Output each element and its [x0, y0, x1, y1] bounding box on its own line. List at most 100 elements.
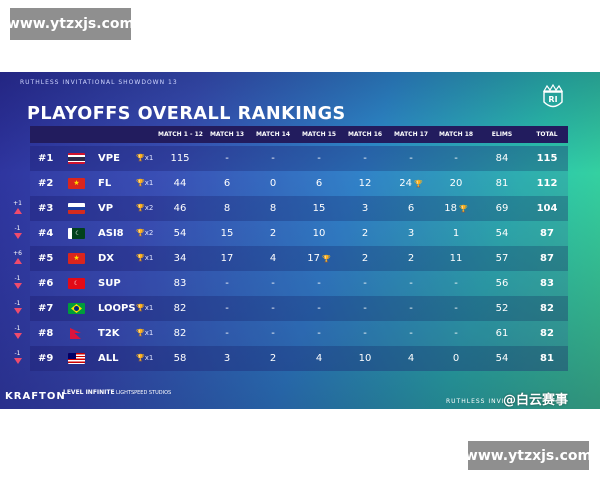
- position-change-badge: -1: [12, 350, 23, 367]
- match-score-cell: -: [271, 303, 275, 314]
- tournament-logo: RI: [542, 83, 564, 108]
- match-score-cell: 6: [407, 203, 415, 214]
- chicken-dinner-count: 🏆x1: [136, 329, 154, 337]
- team-name: ALL: [98, 353, 119, 364]
- rank-cell: #3: [38, 203, 54, 214]
- position-change-badge: +1: [12, 200, 23, 217]
- team-name: VP: [98, 203, 114, 214]
- elims-cell: 52: [495, 303, 509, 314]
- match-score-cell: 34: [173, 253, 187, 264]
- chicken-dinner-count: 🏆x2: [136, 229, 154, 237]
- match-score-cell: -: [363, 278, 367, 289]
- footer: KRAFTON LEVEL INFINITE LIGHTSPEED STUDIO…: [0, 381, 600, 409]
- elims-cell: 69: [495, 203, 509, 214]
- match-score-cell: 1: [452, 228, 460, 239]
- elims-cell: 57: [495, 253, 509, 264]
- match-score-cell: 2: [269, 228, 277, 239]
- elims-cell: 61: [495, 328, 509, 339]
- country-flag-icon: ☾: [68, 228, 85, 239]
- chicken-dinner-count: 🏆x1: [136, 304, 154, 312]
- match-score-cell: 83: [173, 278, 187, 289]
- position-change-value: -1: [14, 325, 21, 332]
- arrow-down-icon: [13, 358, 22, 364]
- table-row: #5 ★ DX 🏆x1 34 17 4 17 🏆 2 2 11 57 87: [30, 246, 568, 271]
- table-row: #2 ★ FL 🏆x1 44 6 0 6 12 24 🏆 20 81 112: [30, 171, 568, 196]
- rank-cell: #6: [38, 278, 54, 289]
- match-score-cell: 58: [173, 353, 187, 364]
- match-score-cell: 0: [452, 353, 460, 364]
- position-change-value: -1: [14, 275, 21, 282]
- level-infinite-logo: LEVEL INFINITE: [63, 389, 115, 396]
- position-change-value: +6: [13, 250, 22, 257]
- match-score-cell: 17 🏆: [307, 253, 331, 264]
- match-score-cell: -: [363, 153, 367, 164]
- team-name: DX: [98, 253, 115, 264]
- match-score-cell: -: [363, 328, 367, 339]
- col-match-1-12: MATCH 1 - 12: [158, 131, 203, 138]
- logo-text: RI: [548, 95, 557, 104]
- col-match-13: MATCH 13: [209, 131, 245, 138]
- match-score-cell: -: [409, 328, 413, 339]
- col-total: TOTAL: [536, 131, 558, 138]
- arrow-down-icon: [13, 283, 22, 289]
- match-score-cell: -: [317, 153, 321, 164]
- team-name: ASI8: [98, 228, 124, 239]
- arrow-down-icon: [13, 233, 22, 239]
- chicken-dinner-icon: 🏆: [136, 229, 145, 237]
- match-score-cell: 8: [269, 203, 277, 214]
- match-score-cell: -: [317, 328, 321, 339]
- country-flag-icon: [68, 353, 85, 364]
- position-change-badge: -1: [12, 275, 23, 292]
- chicken-dinner-icon: 🏆: [136, 304, 145, 312]
- table-row: #6 ☾ SUP 83 - - - - - - 56 83: [30, 271, 568, 296]
- chicken-dinner-icon: 🏆: [459, 205, 468, 213]
- table-row: #3 VP 🏆x2 46 8 8 15 3 6 18 🏆 69 104: [30, 196, 568, 221]
- chicken-dinner-icon: 🏆: [136, 154, 145, 162]
- match-score-cell: -: [454, 153, 458, 164]
- match-score-cell: 46: [173, 203, 187, 214]
- elims-cell: 81: [495, 178, 509, 189]
- lightspeed-logo: LIGHTSPEED STUDIOS: [116, 390, 172, 396]
- match-score-cell: -: [409, 153, 413, 164]
- position-change-badge: +6: [12, 250, 23, 267]
- arrow-down-icon: [13, 308, 22, 314]
- col-elims: ELIMS: [491, 131, 513, 138]
- match-score-cell: 10: [358, 353, 372, 364]
- match-score-cell: 3: [223, 353, 231, 364]
- match-score-cell: 24 🏆: [399, 178, 423, 189]
- team-name: VPE: [98, 153, 120, 164]
- country-flag-icon: [68, 328, 85, 339]
- total-cell: 81: [540, 353, 554, 364]
- rank-cell: #5: [38, 253, 54, 264]
- total-cell: 112: [536, 178, 558, 189]
- match-score-cell: 10: [312, 228, 326, 239]
- match-score-cell: 20: [449, 178, 463, 189]
- match-score-cell: 54: [173, 228, 187, 239]
- elims-cell: 54: [495, 353, 509, 364]
- match-score-cell: -: [271, 328, 275, 339]
- match-score-cell: -: [409, 303, 413, 314]
- team-name: T2K: [98, 328, 120, 339]
- total-cell: 82: [540, 303, 554, 314]
- rankings-table: MATCH 1 - 12 MATCH 13 MATCH 14 MATCH 15 …: [30, 126, 568, 371]
- team-name: SUP: [98, 278, 121, 289]
- country-flag-icon: ★: [68, 178, 85, 189]
- match-score-cell: -: [454, 328, 458, 339]
- chicken-dinner-icon: 🏆: [136, 204, 145, 212]
- match-score-cell: 4: [269, 253, 277, 264]
- match-score-cell: 17: [220, 253, 234, 264]
- weibo-watermark: @白云赛事: [503, 393, 569, 408]
- country-flag-icon: [68, 303, 85, 314]
- match-score-cell: -: [271, 153, 275, 164]
- total-cell: 82: [540, 328, 554, 339]
- total-cell: 87: [540, 228, 554, 239]
- match-score-cell: 8: [223, 203, 231, 214]
- total-cell: 104: [536, 203, 558, 214]
- table-row: #4 ☾ ASI8 🏆x2 54 15 2 10 2 3 1 54 87: [30, 221, 568, 246]
- match-score-cell: 12: [358, 178, 372, 189]
- rank-cell: #8: [38, 328, 54, 339]
- match-score-cell: -: [409, 278, 413, 289]
- position-change-value: -1: [14, 350, 21, 357]
- watermark-bottom: www.ytzxjs.com: [465, 441, 592, 470]
- chicken-dinner-icon: 🏆: [136, 329, 145, 337]
